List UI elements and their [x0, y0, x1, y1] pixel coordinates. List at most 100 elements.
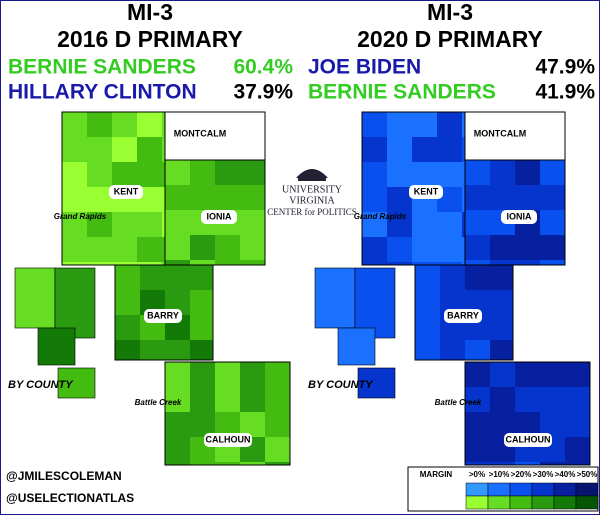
- township: [240, 185, 265, 210]
- legend-swatch: [487, 482, 511, 497]
- township: [240, 462, 265, 465]
- map-label: Grand Rapids: [354, 212, 407, 221]
- township: [87, 187, 112, 212]
- township: [515, 412, 540, 437]
- township: [490, 160, 515, 185]
- township: [462, 237, 465, 262]
- township: [87, 112, 112, 137]
- township: [540, 160, 565, 185]
- township: [437, 212, 462, 237]
- legend-title: MARGIN: [420, 470, 453, 479]
- logo-dome: [296, 169, 328, 178]
- map-label: IONIA: [506, 211, 532, 221]
- county-border: [114, 264, 214, 361]
- township: [240, 362, 265, 387]
- township: [112, 162, 137, 187]
- township: [240, 260, 265, 265]
- township: [137, 212, 162, 237]
- township: [165, 265, 190, 290]
- township: [215, 160, 240, 185]
- township: [565, 362, 590, 387]
- township: [162, 262, 165, 265]
- map-label: Battle Creek: [435, 398, 482, 407]
- township: [540, 210, 565, 235]
- township: [387, 262, 412, 265]
- logo: UNIVERSITY VIRGINIA CENTER for POLITICS: [267, 169, 357, 217]
- township: [62, 187, 87, 212]
- title: MI-3: [127, 0, 173, 25]
- township: [540, 362, 565, 387]
- township: [462, 187, 465, 212]
- percent: 41.9%: [535, 81, 595, 104]
- township: [540, 462, 565, 465]
- map-label: Grand Rapids: [54, 212, 107, 221]
- logo-text: CENTER for POLITICS: [267, 207, 357, 217]
- township: [515, 185, 540, 210]
- township: [112, 212, 137, 237]
- township: [490, 185, 515, 210]
- township: [462, 137, 465, 162]
- township: [437, 237, 462, 262]
- label-bg: [501, 210, 537, 224]
- township: [140, 265, 165, 290]
- township: [412, 262, 437, 265]
- map-label: BARRY: [147, 310, 179, 320]
- township: [362, 112, 387, 137]
- legend-label: >0%: [469, 470, 485, 479]
- township: [190, 340, 213, 360]
- township: [190, 412, 215, 437]
- township: [62, 112, 87, 137]
- township: [87, 262, 112, 265]
- township: [265, 412, 290, 437]
- township: [190, 362, 215, 387]
- township: [115, 340, 140, 360]
- label-bg: [504, 433, 552, 447]
- township: [540, 260, 565, 265]
- township: [515, 362, 540, 387]
- township: [190, 185, 215, 210]
- township: [162, 112, 165, 137]
- township: [165, 260, 190, 265]
- township: [165, 340, 190, 360]
- township: [412, 137, 437, 162]
- legend-swatch: [531, 495, 555, 510]
- legend-swatch: [575, 482, 599, 497]
- township: [462, 212, 465, 237]
- township: [490, 462, 515, 465]
- township: [240, 160, 265, 185]
- township: [215, 462, 240, 465]
- county: [354, 267, 396, 339]
- county: [57, 367, 96, 399]
- township: [465, 265, 490, 290]
- township: [465, 235, 490, 260]
- township: [87, 212, 112, 237]
- map-label: IONIA: [206, 211, 232, 221]
- township: [115, 290, 140, 315]
- legend-swatch: [487, 495, 511, 510]
- township: [215, 387, 240, 412]
- subtitle: 2016 D PRIMARY: [57, 26, 243, 52]
- township: [465, 210, 490, 235]
- township: [190, 387, 215, 412]
- township: [362, 237, 387, 262]
- township: [540, 387, 565, 412]
- township: [62, 212, 87, 237]
- township: [265, 437, 290, 462]
- township: [565, 412, 590, 437]
- township: [462, 162, 465, 187]
- township: [87, 237, 112, 262]
- legend-swatch: [553, 495, 577, 510]
- county: [54, 267, 96, 339]
- percent: 47.9%: [535, 56, 595, 79]
- township: [162, 162, 165, 187]
- township: [540, 235, 565, 260]
- township: [190, 265, 213, 290]
- candidate: JOE BIDEN: [308, 56, 421, 79]
- township: [387, 212, 412, 237]
- township: [565, 387, 590, 412]
- township: [440, 265, 465, 290]
- township: [162, 187, 165, 212]
- township: [215, 362, 240, 387]
- township: [112, 137, 137, 162]
- legend-label: >40%: [555, 470, 576, 479]
